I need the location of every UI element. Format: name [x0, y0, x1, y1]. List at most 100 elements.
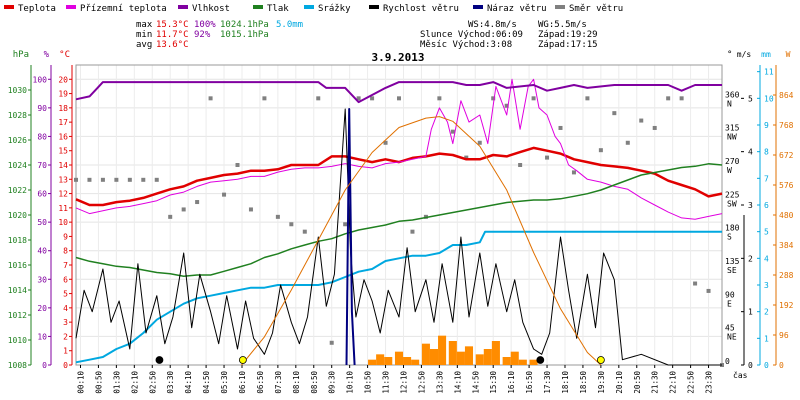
stats-block: max 15.3°C 100% 1024.1hPa 5.0mm min 11.7… — [136, 20, 303, 50]
axis-label-ms-4: 4 — [748, 148, 753, 157]
x-tick-label-13: 08:50 — [310, 371, 319, 394]
axis-label-wm2-3: 288 — [779, 271, 794, 280]
direction-point-13 — [248, 207, 253, 212]
axis-label-hpa-8: 1024 — [8, 161, 27, 170]
axis-label-temp-10: 10 — [58, 218, 68, 227]
axis-label-pct-3: 30 — [37, 275, 47, 284]
x-tick-label-24: 16:10 — [507, 371, 516, 394]
direction-point-34 — [531, 96, 536, 101]
direction-point-24 — [397, 96, 401, 101]
axis-dir-name-8: N — [727, 99, 732, 108]
x-tick-label-22: 14:50 — [471, 371, 480, 394]
axis-dir-name-3: SE — [727, 266, 737, 275]
direction-point-3 — [114, 177, 119, 182]
axis-label-temp-4: 4 — [63, 304, 68, 313]
axis-label-wm2-4: 384 — [779, 241, 794, 250]
x-tick-label-30: 20:10 — [615, 371, 624, 394]
rain-bar-18 — [529, 359, 538, 365]
axis-label-hpa-1: 1010 — [8, 336, 27, 345]
axis-title-hpa: hPa — [13, 50, 29, 60]
series-line-7 — [241, 116, 602, 366]
axis-label-temp-16: 16 — [58, 132, 68, 141]
axis-label-hpa-2: 1012 — [8, 311, 27, 320]
x-tick-label-32: 21:30 — [651, 371, 660, 394]
x-tick-label-10: 06:50 — [256, 371, 265, 394]
direction-point-44 — [666, 96, 671, 101]
direction-point-31 — [491, 96, 496, 101]
direction-point-20 — [343, 222, 348, 227]
axis-label-mm-0: 0 — [764, 361, 769, 370]
legend-label-2: Vlhkost — [192, 4, 230, 14]
x-tick-label-17: 11:30 — [382, 371, 391, 394]
info-block: WS:4.8m/s WG:5.5m/s Slunce Východ:06:09 … — [420, 20, 598, 50]
axis-label-mm-2: 2 — [764, 308, 769, 317]
stats-min-press: 1015.1hPa — [220, 30, 269, 40]
axis-title-wm2: W — [786, 50, 791, 59]
axis-label-pct-7: 70 — [37, 161, 47, 170]
x-tick-label-3: 02:10 — [130, 371, 139, 394]
axis-label-hpa-5: 1018 — [8, 236, 27, 245]
rain-bar-1 — [376, 354, 385, 365]
x-tick-label-4: 02:50 — [148, 371, 157, 394]
x-tick-label-15: 10:10 — [346, 371, 355, 394]
x-axis-title: čas — [733, 370, 748, 380]
x-tick-label-18: 12:10 — [399, 371, 408, 394]
rain-bar-3 — [394, 351, 404, 365]
axis-label-dir-0: 0 — [725, 357, 730, 366]
direction-point-19 — [329, 340, 334, 345]
x-tick-label-12: 08:10 — [292, 371, 301, 394]
x-tick-label-21: 14:10 — [453, 371, 462, 394]
axis-title-temp: °C — [59, 50, 70, 60]
axis-label-temp-20: 20 — [58, 75, 68, 84]
direction-point-28 — [450, 129, 455, 134]
axis-dir-name-7: NW — [727, 133, 737, 142]
x-tick-label-5: 03:30 — [166, 371, 175, 394]
direction-point-38 — [585, 96, 590, 101]
x-tick-label-14: 09:30 — [328, 371, 337, 394]
rain-bar-12 — [475, 354, 484, 365]
direction-point-45 — [679, 96, 684, 101]
rain-bar-11 — [464, 346, 474, 365]
grid — [75, 64, 723, 366]
legend-label-6: Náraz větru — [487, 4, 547, 14]
stats-max-press: 1024.1hPa — [220, 20, 269, 30]
direction-point-10 — [208, 96, 213, 101]
axis-label-wm2-1: 96 — [779, 331, 789, 340]
legend-label-0: Teplota — [18, 4, 56, 14]
axis-label-ms-2: 2 — [748, 254, 753, 263]
axis-label-temp-5: 5 — [63, 290, 68, 299]
rain-bar-9 — [448, 341, 457, 365]
direction-point-9 — [195, 200, 200, 205]
stats-max-rain: 5.0mm — [276, 20, 303, 30]
axis-label-hpa-10: 1028 — [8, 111, 27, 120]
axis-dir-name-2: E — [727, 299, 732, 308]
direction-point-15 — [275, 214, 280, 219]
direction-point-6 — [154, 177, 159, 182]
axis-label-dir-4: 180 — [725, 224, 740, 233]
axis-label-ms-5: 5 — [748, 94, 753, 103]
axis-dir-name-5: SW — [727, 199, 737, 208]
axis-label-wm2-2: 192 — [779, 301, 794, 310]
axis-label-dir-3: 135 — [725, 257, 740, 266]
stats-max-temp: 15.3°C — [156, 20, 189, 30]
legend-swatch-4 — [304, 5, 314, 9]
axis-label-wm2-8: 768 — [779, 121, 794, 130]
info-wg: WG:5.5m/s — [538, 20, 587, 30]
x-tick-label-23: 15:30 — [489, 371, 498, 394]
rain-bar-17 — [518, 359, 527, 365]
x-tick-label-2: 01:30 — [112, 371, 121, 394]
direction-point-4 — [127, 177, 132, 182]
stats-min-temp: 11.7°C — [156, 30, 189, 40]
axis-label-mm-4: 4 — [764, 254, 769, 263]
x-tick-label-7: 04:50 — [202, 371, 211, 394]
x-tick-label-6: 04:10 — [184, 371, 193, 394]
axis-title-pct: % — [44, 50, 50, 60]
direction-point-47 — [706, 288, 711, 293]
x-tick-label-29: 19:30 — [597, 371, 606, 394]
axis-title-dir: ° — [727, 50, 732, 60]
direction-point-12 — [235, 163, 240, 167]
rain-bar-5 — [411, 359, 420, 365]
axis-label-dir-8: 360 — [725, 90, 740, 99]
axis-label-wm2-5: 480 — [779, 211, 794, 220]
axis-label-wm2-0: 0 — [779, 361, 784, 370]
